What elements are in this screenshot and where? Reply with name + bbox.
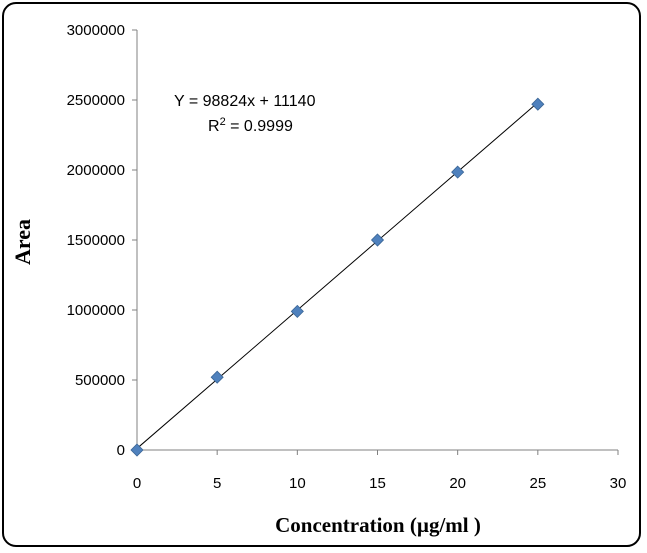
trendline bbox=[136, 102, 539, 449]
chart-frame bbox=[2, 2, 641, 547]
x-tick-label: 30 bbox=[610, 475, 627, 492]
y-tick-label: 1000000 bbox=[67, 302, 125, 319]
trendline-equation: Y = 98824x + 11140 bbox=[174, 93, 316, 110]
x-axis-title: Concentration (µg/ml ) bbox=[275, 513, 481, 537]
data-point bbox=[370, 233, 385, 247]
y-axis-title: Area bbox=[10, 219, 35, 265]
y-tick-label: 1500000 bbox=[67, 232, 125, 249]
data-points-group bbox=[130, 97, 545, 457]
tick-labels-group: 0 500000 1000000 1500000 2000000 2500000 30000… bbox=[67, 22, 627, 492]
y-tick-label: 500000 bbox=[75, 372, 125, 389]
y-tick-label: 3000000 bbox=[67, 22, 125, 39]
r-squared-label: R2 = 0.9999 bbox=[208, 116, 293, 135]
data-point bbox=[130, 443, 144, 457]
x-tick-label: 25 bbox=[529, 475, 546, 492]
y-tick-label: 2500000 bbox=[67, 92, 125, 109]
x-tick-label: 5 bbox=[213, 475, 221, 492]
r-squared-superscript: 2 bbox=[220, 116, 226, 128]
data-point bbox=[451, 165, 465, 179]
trendline-group bbox=[136, 102, 539, 449]
x-tick-label: 20 bbox=[449, 475, 466, 492]
y-tick-label: 2000000 bbox=[67, 162, 125, 179]
r-squared-value: = 0.9999 bbox=[226, 118, 293, 135]
data-point bbox=[531, 97, 545, 111]
y-tick-label: 0 bbox=[117, 442, 125, 459]
x-tick-label: 15 bbox=[369, 475, 386, 492]
x-tick-label: 0 bbox=[133, 475, 141, 492]
x-tick-label: 10 bbox=[289, 475, 306, 492]
data-point bbox=[290, 304, 304, 318]
data-point bbox=[210, 370, 224, 384]
r-squared-prefix: R bbox=[208, 118, 220, 135]
